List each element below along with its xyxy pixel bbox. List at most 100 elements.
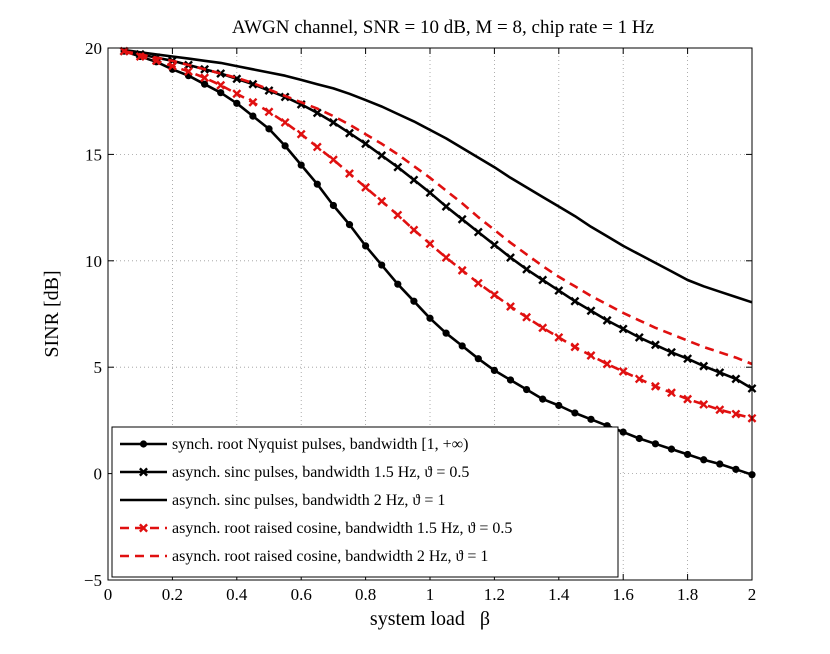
legend-label: asynch. sinc pulses, bandwidth 2 Hz, ϑ =…: [172, 492, 445, 509]
x-tick-label: 1.8: [677, 585, 698, 604]
legend-label: asynch. root raised cosine, bandwidth 1.…: [172, 520, 512, 537]
marker-stroke: [377, 196, 387, 206]
data-point: [489, 290, 499, 300]
data-point: [570, 296, 580, 306]
legend: synch. root Nyquist pulses, bandwidth [1…: [111, 426, 619, 578]
data-point: [361, 139, 371, 149]
marker-stroke: [506, 302, 515, 312]
data-point: [378, 261, 386, 269]
legend-item: synch. root Nyquist pulses, bandwidth [1…: [120, 436, 468, 453]
marker-stroke: [409, 225, 419, 235]
data-point: [506, 376, 515, 384]
legend-item: asynch. sinc pulses, bandwidth 1.5 Hz, ϑ…: [120, 464, 469, 481]
data-point: [618, 367, 628, 376]
x-tick-label: 0.2: [162, 585, 183, 604]
marker-stroke: [538, 275, 548, 285]
data-point: [538, 323, 548, 333]
data-point: [201, 80, 209, 88]
data-point: [297, 161, 305, 169]
marker-stroke: [683, 354, 693, 364]
data-point: [457, 214, 467, 224]
marker-stroke: [683, 394, 693, 404]
grid-lines: [108, 48, 752, 580]
marker-stroke: [731, 374, 741, 384]
data-point: [554, 286, 564, 296]
data-point: [650, 381, 660, 391]
data-point: [280, 118, 290, 127]
data-point: [458, 342, 466, 350]
data-point: [650, 340, 660, 350]
data-point: [539, 395, 547, 403]
marker-stroke: [200, 73, 210, 83]
marker-stroke: [139, 467, 148, 477]
marker-stroke: [393, 210, 403, 220]
marker-stroke: [441, 253, 451, 263]
marker-stroke: [538, 323, 548, 333]
legend-item: asynch. root raised cosine, bandwidth 1.…: [120, 520, 512, 537]
data-point: [651, 440, 660, 448]
data-point: [683, 354, 693, 364]
data-point: [523, 385, 531, 394]
data-point: [731, 409, 741, 419]
y-tick-label: −5: [84, 571, 102, 590]
marker-stroke: [650, 340, 660, 350]
data-point: [377, 196, 387, 206]
data-point: [281, 142, 289, 150]
series-4: [119, 46, 757, 423]
data-point: [442, 329, 450, 337]
series-layer: [119, 46, 757, 479]
series-2: [119, 46, 757, 393]
marker-stroke: [264, 107, 274, 117]
data-point: [634, 374, 644, 384]
data-point: [683, 394, 693, 404]
marker-stroke: [312, 108, 322, 118]
marker-stroke: [586, 306, 596, 316]
data-point: [554, 332, 564, 342]
data-point: [555, 401, 563, 410]
data-point: [586, 306, 596, 316]
marker-stroke: [441, 202, 451, 211]
marker-stroke: [618, 324, 628, 334]
series-5: [123, 49, 753, 366]
marker-stroke: [699, 399, 709, 409]
data-point: [522, 264, 532, 274]
data-point: [473, 227, 483, 237]
data-point: [409, 175, 419, 185]
series-line: [123, 49, 753, 366]
data-point: [571, 409, 579, 417]
data-point: [425, 188, 435, 198]
data-point: [716, 460, 724, 468]
data-point: [233, 99, 241, 107]
marker-stroke: [586, 351, 596, 360]
y-tick-label: 20: [85, 39, 102, 58]
data-point: [249, 112, 257, 120]
marker-stroke: [602, 315, 612, 325]
series-line: [123, 49, 753, 420]
data-point: [409, 225, 419, 235]
marker-stroke: [522, 264, 532, 274]
marker-stroke: [409, 175, 419, 185]
marker-stroke: [377, 151, 387, 160]
data-point: [328, 118, 338, 127]
data-point: [635, 434, 643, 443]
marker-stroke: [570, 342, 580, 352]
marker-stroke: [618, 367, 628, 376]
marker-stroke: [602, 359, 612, 369]
data-point: [426, 314, 434, 322]
data-point: [699, 399, 709, 409]
data-point: [377, 151, 387, 160]
series-1: [120, 47, 756, 479]
x-tick-label: 2: [748, 585, 757, 604]
data-point: [441, 202, 451, 211]
legend-box: [111, 426, 619, 578]
marker-stroke: [248, 79, 258, 89]
data-point: [700, 456, 708, 464]
data-point: [217, 89, 225, 97]
data-point: [699, 361, 709, 371]
marker-stroke: [457, 214, 467, 224]
data-point: [667, 347, 676, 357]
data-point: [345, 169, 354, 179]
data-point: [248, 79, 258, 89]
marker-stroke: [328, 155, 338, 165]
data-point: [264, 107, 274, 117]
